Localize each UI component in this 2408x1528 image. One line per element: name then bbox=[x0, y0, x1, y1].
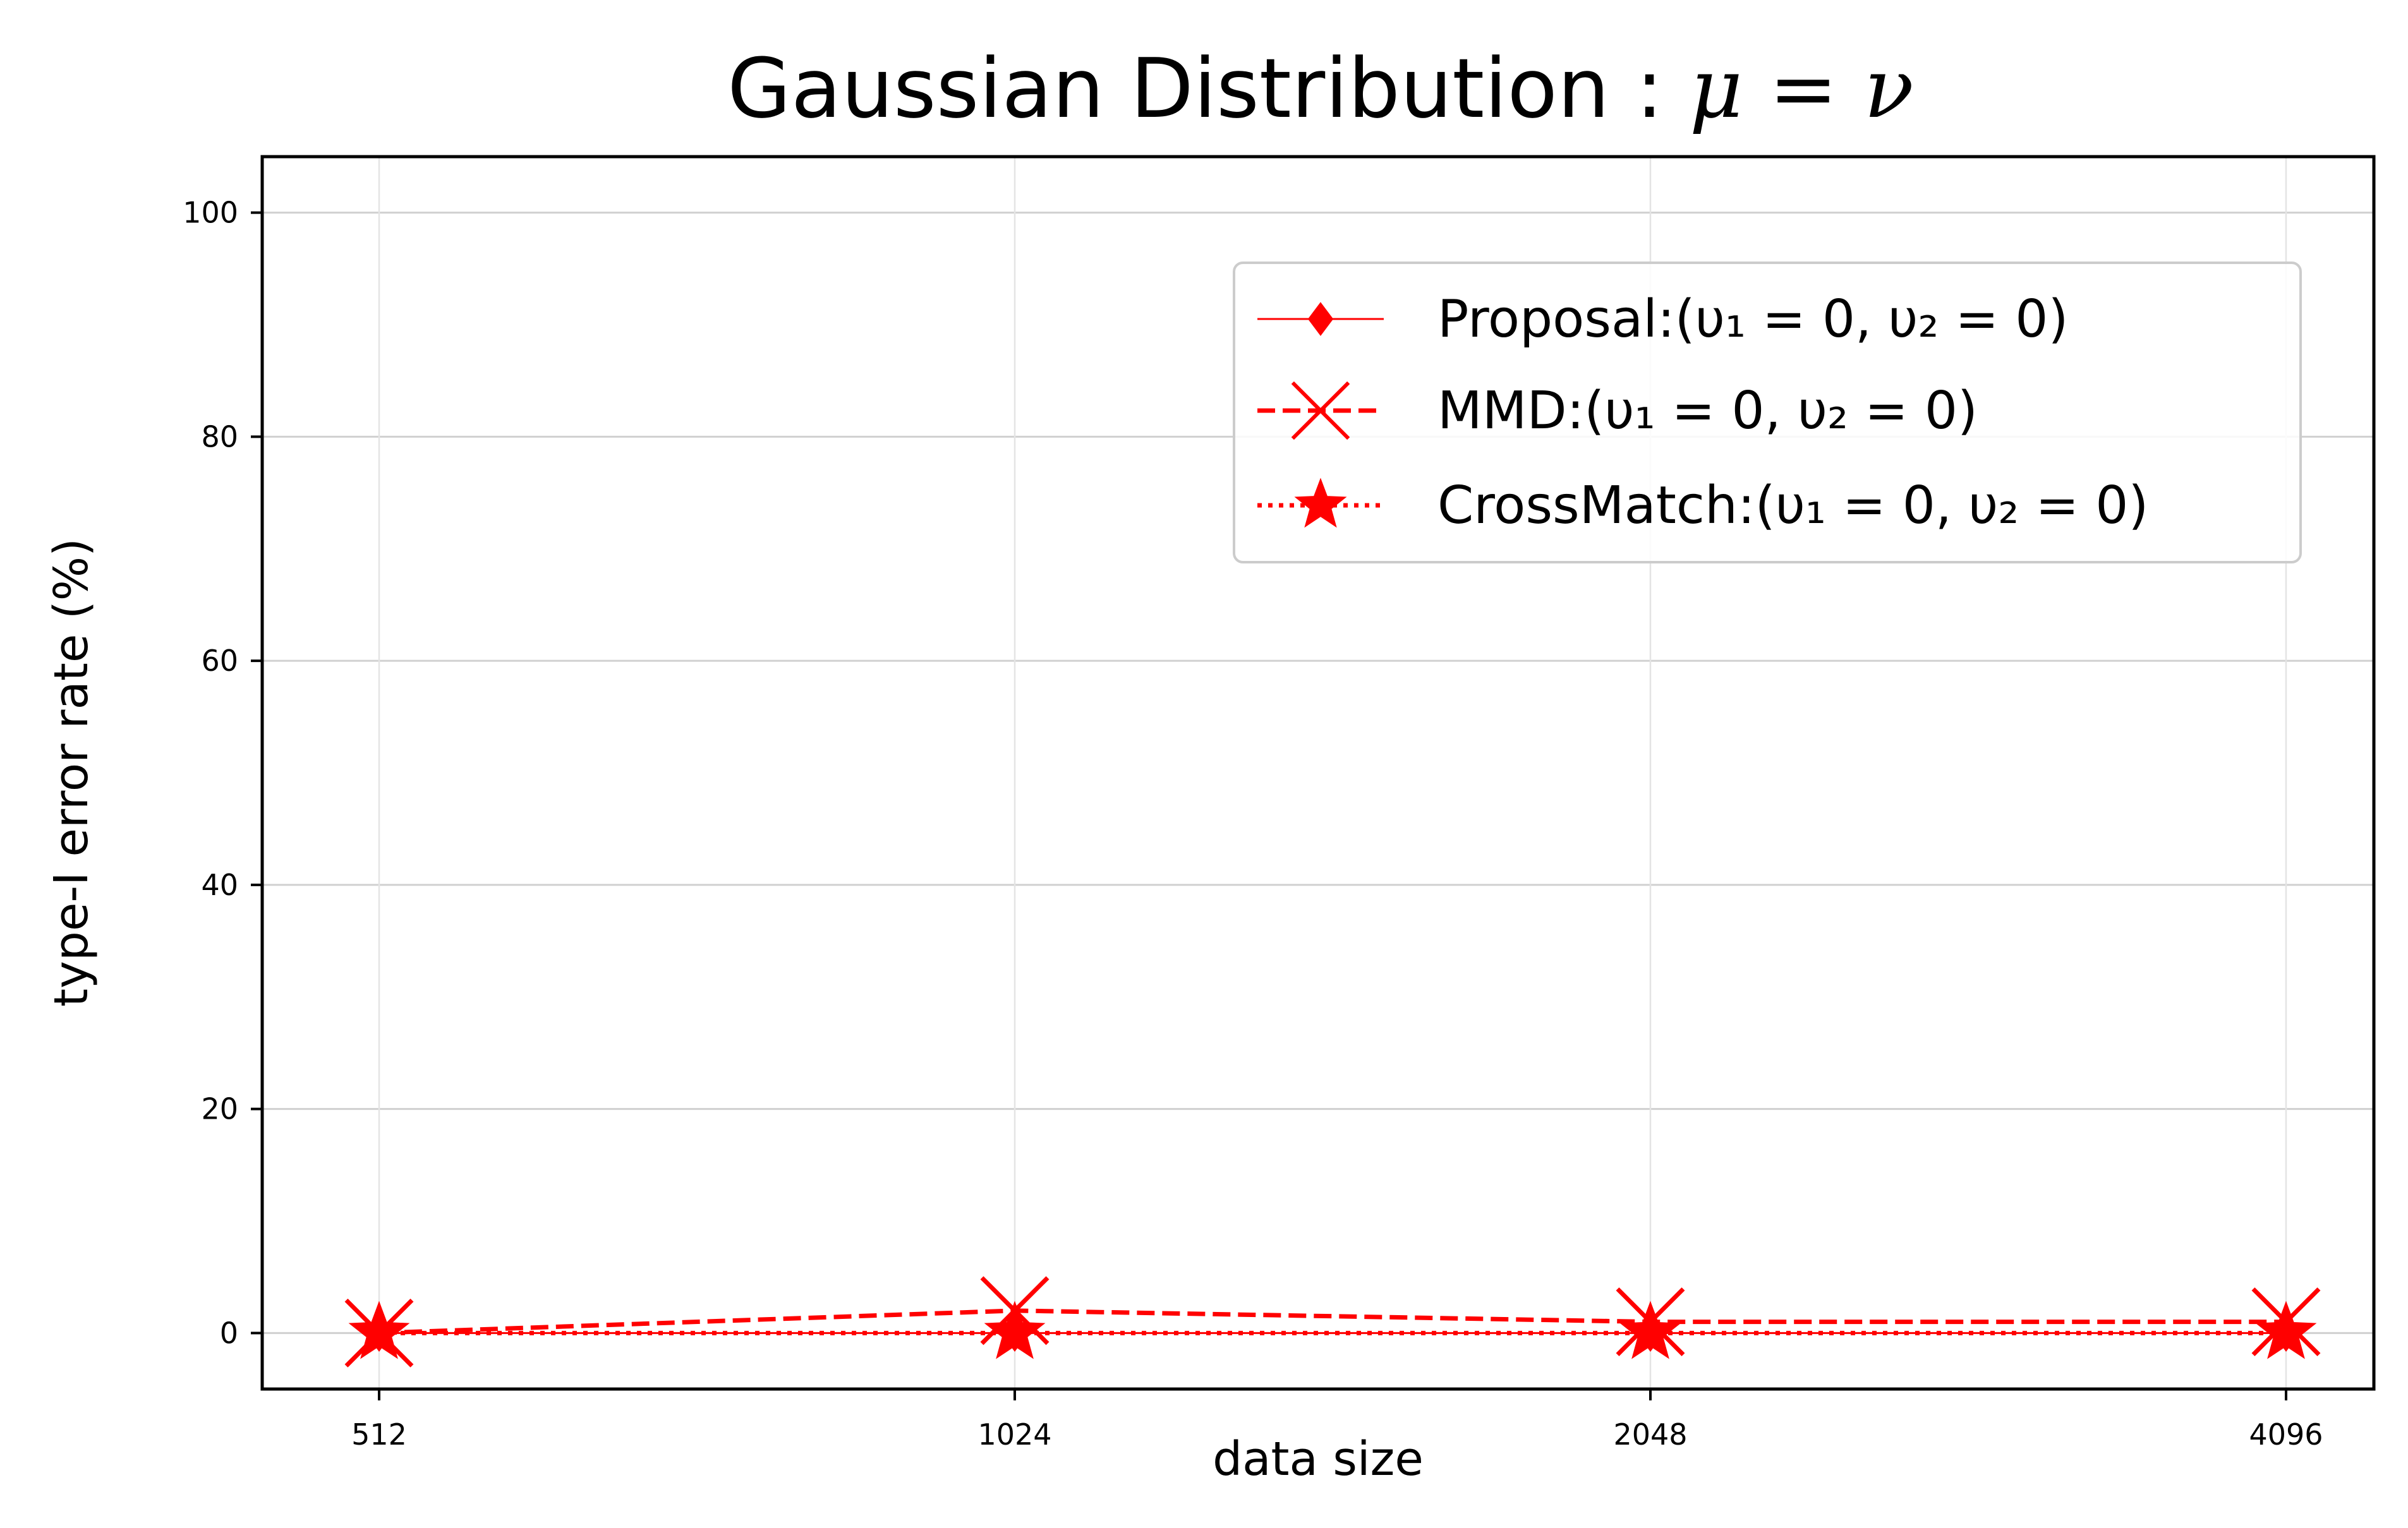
x-tick-label: 512 bbox=[351, 1417, 407, 1452]
x-marker bbox=[2251, 1287, 2321, 1357]
y-tick-label: 80 bbox=[201, 419, 238, 454]
series-layer bbox=[344, 1276, 2321, 1368]
x-axis-title: data size bbox=[1213, 1432, 1424, 1486]
series-2 bbox=[348, 1301, 2317, 1359]
x-marker bbox=[1291, 381, 1350, 440]
y-tick-label: 100 bbox=[183, 196, 238, 230]
chart-title-math: μ = ν bbox=[1690, 40, 1914, 136]
x-tick-label: 2048 bbox=[1613, 1417, 1687, 1452]
x-tick-label: 4096 bbox=[2249, 1417, 2323, 1452]
legend-box bbox=[1233, 262, 2302, 563]
legend-label: MMD:(υ₁ = 0, υ₂ = 0) bbox=[1437, 381, 1978, 441]
chart-title: Gaussian Distribution : μ = ν bbox=[727, 40, 1914, 136]
plot-frame bbox=[260, 155, 2376, 1391]
x-marker bbox=[1616, 1287, 1685, 1357]
star-marker bbox=[1294, 478, 1347, 528]
legend: Proposal:(υ₁ = 0, υ₂ = 0) MMD:(υ₁ = 0, υ₂… bbox=[1233, 262, 2302, 563]
y-tick-label: 40 bbox=[201, 868, 238, 902]
x-axis: 512 1024 2048 4096 bbox=[351, 1389, 2323, 1452]
legend-entry: CrossMatch:(υ₁ = 0, υ₂ = 0) bbox=[1257, 476, 2148, 536]
x-tick-label: 1024 bbox=[977, 1417, 1051, 1452]
chart-title-text: Gaussian Distribution : bbox=[727, 40, 1690, 136]
x-marker bbox=[980, 1276, 1050, 1345]
series-line bbox=[378, 1308, 2286, 1335]
y-axis-title: type-I error rate (%) bbox=[44, 538, 99, 1007]
y-tick-label: 0 bbox=[220, 1316, 238, 1350]
y-tick-label: 60 bbox=[201, 644, 238, 678]
y-tick-label: 20 bbox=[201, 1092, 238, 1126]
legend-label: Proposal:(υ₁ = 0, υ₂ = 0) bbox=[1437, 289, 2068, 349]
series-1 bbox=[344, 1276, 2321, 1368]
y-axis: 0 20 40 60 80 100 bbox=[183, 196, 262, 1350]
diamond-marker bbox=[1307, 302, 1334, 336]
legend-entry: MMD:(υ₁ = 0, υ₂ = 0) bbox=[1257, 381, 1978, 441]
star-marker bbox=[984, 1301, 1046, 1359]
legend-entry: Proposal:(υ₁ = 0, υ₂ = 0) bbox=[1257, 289, 2068, 349]
legend-label: CrossMatch:(υ₁ = 0, υ₂ = 0) bbox=[1437, 476, 2148, 536]
x-marker bbox=[344, 1298, 414, 1368]
